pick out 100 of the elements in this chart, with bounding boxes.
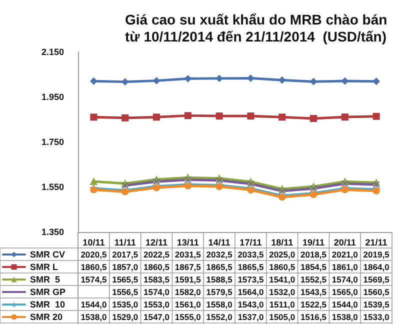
data-label: 1565,0	[332, 286, 358, 297]
data-label: 1529,0	[112, 312, 138, 322]
data-label: 1588,5	[206, 274, 233, 284]
y-tick-label: 1.350	[41, 227, 64, 237]
point	[216, 183, 223, 190]
point	[122, 182, 129, 190]
data-label: 1511,0	[269, 299, 296, 310]
data-label: 1582,0	[174, 286, 202, 297]
x-tick-label: 19/11	[302, 238, 325, 248]
point	[90, 114, 98, 121]
data-label: 2020,5	[80, 249, 107, 260]
legend-label: SMR 10	[30, 300, 66, 310]
data-label: 1867,5	[174, 262, 202, 272]
x-tick-label: 14/11	[208, 238, 230, 248]
point	[153, 77, 160, 84]
point	[184, 112, 192, 120]
y-tick-label: 1.950	[41, 92, 64, 102]
point	[310, 191, 317, 198]
legend-label: SMR 5	[30, 274, 60, 284]
data-label: 1552,0	[206, 312, 233, 322]
data-label: 1543,5	[300, 286, 327, 297]
point	[184, 182, 192, 190]
point	[372, 181, 380, 188]
data-label: 1541,0	[269, 274, 296, 284]
data-label: 1573,5	[238, 274, 264, 284]
data-label: 1864,0	[363, 262, 390, 272]
x-tick-label: 18/11	[271, 238, 294, 248]
data-label: 1553,0	[144, 299, 170, 310]
data-label: 1538,0	[80, 312, 107, 322]
point	[341, 180, 348, 188]
point	[153, 178, 160, 186]
legend-label: SMR GP	[30, 287, 66, 297]
point	[216, 176, 223, 184]
point	[278, 188, 286, 195]
point	[122, 78, 129, 86]
data-label: 1574,0	[144, 286, 170, 297]
point	[278, 76, 286, 84]
point	[184, 75, 192, 82]
data-label: 1860,5	[80, 262, 107, 272]
data-label: 1574,5	[80, 274, 107, 284]
point	[278, 114, 286, 121]
data-label: 1574,0	[332, 274, 358, 284]
data-label: 2033,5	[238, 249, 264, 260]
data-label: 2032,5	[206, 249, 233, 260]
data-label: 1583,5	[144, 274, 170, 284]
data-label: 1860,5	[144, 262, 170, 272]
y-tick-label: 1.550	[41, 182, 64, 192]
point	[184, 176, 192, 184]
point	[341, 78, 348, 85]
data-label: 1579,5	[206, 286, 233, 297]
point	[216, 112, 223, 120]
data-label: 1561,0	[174, 299, 202, 310]
data-label: 1547,0	[144, 312, 170, 322]
point	[341, 114, 348, 121]
point	[122, 188, 129, 196]
data-label: 1591,5	[174, 274, 202, 284]
data-label: 1564,0	[238, 286, 264, 297]
data-label: 1516,5	[300, 312, 327, 322]
x-tick-label: 12/11	[145, 238, 168, 248]
data-label: 1532,0	[269, 286, 296, 297]
point	[90, 78, 98, 85]
data-label: 1552,5	[300, 274, 327, 284]
data-label: 1544,0	[80, 299, 107, 310]
point	[310, 114, 317, 122]
data-label: 1865,5	[206, 262, 233, 272]
point	[247, 186, 254, 194]
data-label: 1537,0	[238, 312, 264, 322]
data-label: 1569,5	[363, 274, 390, 284]
point	[341, 186, 348, 194]
data-label: 1854,5	[300, 262, 327, 272]
point	[122, 114, 129, 122]
point	[310, 184, 317, 192]
point	[372, 112, 380, 120]
legend-label: SMR L	[30, 262, 58, 272]
point	[216, 74, 223, 82]
data-label: 2018,5	[300, 249, 327, 260]
data-label: 1861,0	[332, 262, 358, 272]
legend-label: SMR CV	[30, 250, 66, 260]
point	[247, 180, 254, 188]
data-label: 1544,0	[332, 299, 358, 310]
x-tick-label: 11/11	[114, 238, 136, 248]
data-label: 1535,0	[112, 299, 138, 310]
data-label: 2025,0	[269, 249, 296, 260]
data-label: 1560,5	[363, 286, 390, 297]
data-label: 1555,0	[174, 312, 202, 322]
point	[278, 194, 286, 201]
data-label: 2017,5	[112, 249, 138, 260]
data-label: 2019,5	[363, 249, 390, 260]
data-label: 1565,5	[112, 274, 138, 284]
point	[372, 78, 380, 85]
point	[153, 184, 160, 192]
point	[153, 114, 160, 121]
data-label: 1865,5	[238, 262, 264, 272]
legend-label: SMR 20	[30, 312, 63, 322]
chart-title: Giá cao su xuất khẩu do MRB chào bán từ 10/11/2014 đến 21/11/2014 (USD/tấn)	[125, 12, 388, 44]
data-label: 2021,0	[332, 249, 358, 260]
data-label: 2031,5	[174, 249, 202, 260]
data-label: 1522,5	[300, 299, 327, 310]
data-label: 1539,5	[363, 299, 390, 310]
point	[247, 74, 254, 82]
